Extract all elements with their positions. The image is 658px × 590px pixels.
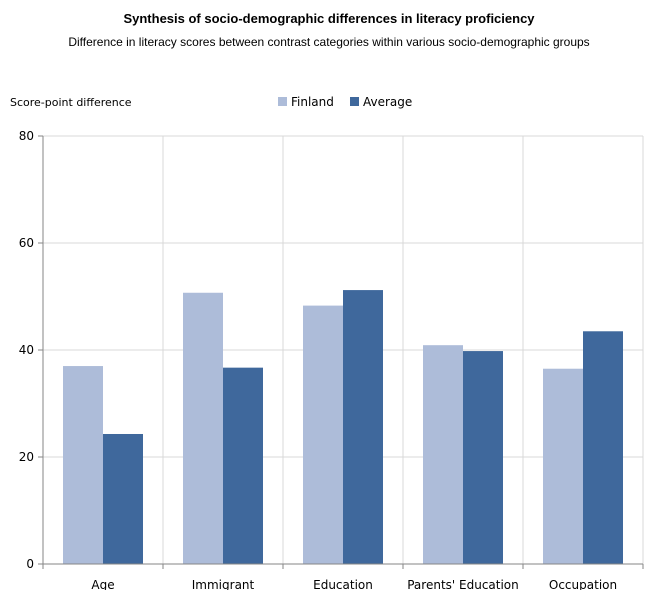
x-tick-label-education: Education <box>313 578 373 590</box>
bar-finland-occupation <box>543 368 583 564</box>
y-axis-label: Score-point difference <box>10 96 132 109</box>
bar-finland-education <box>303 305 343 564</box>
bar-finland-parents-education <box>423 345 463 564</box>
bar-finland-age <box>63 366 103 564</box>
y-tick-label-40: 40 <box>19 343 34 357</box>
x-tick-label-immigrant: Immigrant <box>192 578 255 590</box>
bar-finland-immigrant <box>183 292 223 564</box>
legend-swatch-finland <box>278 97 287 106</box>
bar-average-age <box>103 433 143 564</box>
x-tick-label-parents-education: Parents' Education <box>407 578 519 590</box>
chart-title: Synthesis of socio-demographic differenc… <box>123 11 535 26</box>
axes <box>38 135 644 569</box>
legend-label-finland: Finland <box>291 95 334 109</box>
y-tick-label-20: 20 <box>19 450 34 464</box>
legend-swatch-average <box>350 97 359 106</box>
x-tick-labels: Age Immigrant Education Parents' Education O… <box>91 578 617 590</box>
legend: Finland Average <box>278 95 412 109</box>
bar-average-education <box>343 290 383 564</box>
legend-label-average: Average <box>363 95 412 109</box>
y-tick-labels: 0 20 40 60 80 <box>19 129 34 571</box>
y-tick-label-80: 80 <box>19 129 34 143</box>
bar-average-parents-education <box>463 351 503 564</box>
bar-average-occupation <box>583 331 623 564</box>
chart-subtitle: Difference in literacy scores between co… <box>68 35 590 49</box>
x-tick-label-age: Age <box>91 578 114 590</box>
bar-average-immigrant <box>223 367 263 564</box>
bars <box>63 290 623 564</box>
x-tick-label-occupation: Occupation <box>549 578 617 590</box>
y-tick-label-60: 60 <box>19 236 34 250</box>
y-tick-label-0: 0 <box>26 557 34 571</box>
